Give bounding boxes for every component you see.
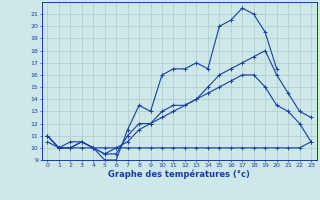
X-axis label: Graphe des températures (°c): Graphe des températures (°c)	[108, 170, 250, 179]
